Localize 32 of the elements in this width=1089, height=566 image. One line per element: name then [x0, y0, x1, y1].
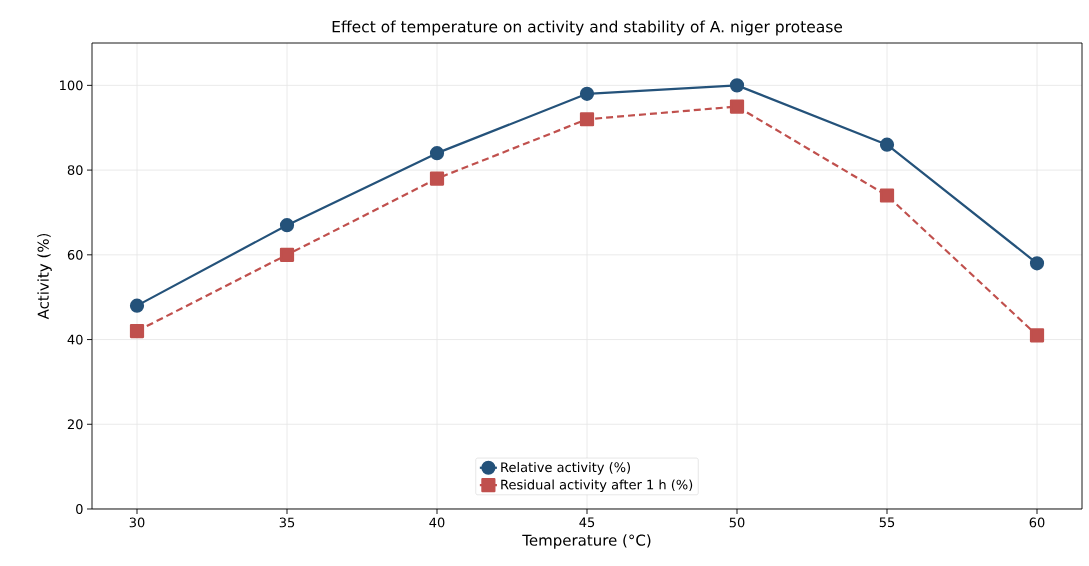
x-tick-label: 55 [879, 517, 895, 528]
point [579, 86, 595, 101]
y-axis-title: Activity (%) [37, 233, 52, 320]
point [879, 188, 895, 203]
point [429, 171, 445, 186]
point [129, 298, 145, 313]
point [729, 99, 745, 114]
x-axis-title: Temperature (°C) [522, 534, 651, 549]
y-tick-label: 80 [67, 165, 83, 176]
y-tick-label: 100 [60, 80, 83, 91]
point [579, 112, 595, 127]
x-tick-label: 30 [129, 517, 145, 528]
legend-label: Relative activity (%) [501, 462, 631, 475]
x-tick-label: 50 [729, 517, 745, 528]
x-tick-label: 40 [429, 517, 445, 528]
y-tick-label: 20 [67, 419, 83, 430]
x-tick-label: 45 [579, 517, 595, 528]
x-tick-label: 35 [279, 517, 295, 528]
point [129, 323, 145, 339]
point [1029, 256, 1045, 271]
point [879, 137, 895, 152]
y-tick-label: 0 [76, 504, 83, 514]
point [729, 78, 745, 93]
x-tick-label: 60 [1029, 517, 1045, 528]
point [1029, 328, 1045, 343]
point [429, 146, 445, 161]
legend-label: Residual activity after 1 h (%) [501, 479, 693, 493]
chart-title: Effect of temperature on activity and stability of A. niger protease [332, 20, 843, 36]
y-tick-label: 40 [67, 334, 83, 345]
point [279, 247, 295, 262]
point [279, 218, 295, 233]
y-tick-label: 60 [67, 249, 83, 260]
